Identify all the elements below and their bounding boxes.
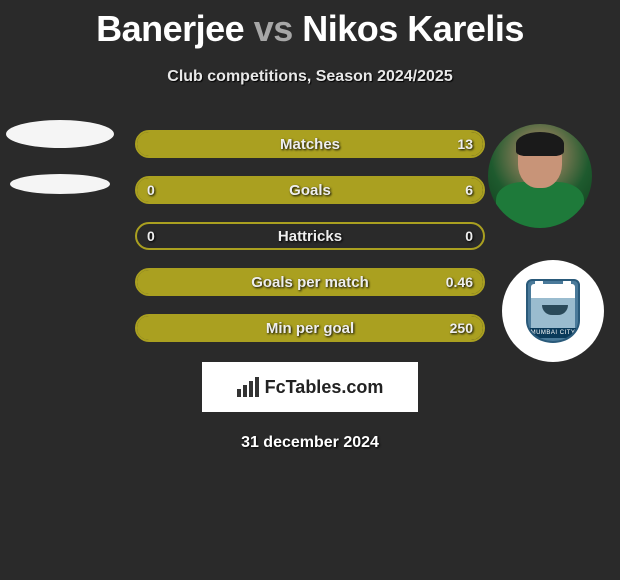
player2-club-badge: MUMBAI CITY xyxy=(502,260,604,362)
stat-row: Min per goal 250 xyxy=(135,314,485,342)
player2-avatar xyxy=(488,124,592,228)
page-title: Banerjee vs Nikos Karelis xyxy=(0,8,620,50)
stat-value-left: 0 xyxy=(147,182,155,198)
stat-label: Min per goal xyxy=(266,320,354,337)
stat-row: Goals per match 0.46 xyxy=(135,268,485,296)
stat-value-right: 250 xyxy=(450,320,473,336)
avatar-shirt xyxy=(496,182,584,228)
stat-label: Goals per match xyxy=(251,274,369,291)
placeholder-shape xyxy=(10,174,110,194)
player1-name: Banerjee xyxy=(96,8,244,49)
stat-row: Matches 13 xyxy=(135,130,485,158)
player1-avatar-placeholder xyxy=(6,120,114,194)
stat-row: Hattricks 0 0 xyxy=(135,222,485,250)
date-label: 31 december 2024 xyxy=(0,434,620,452)
subtitle: Club competitions, Season 2024/2025 xyxy=(0,68,620,86)
stat-row: Goals 0 6 xyxy=(135,176,485,204)
player2-name: Nikos Karelis xyxy=(302,8,524,49)
stats-list: Matches 13 Goals 0 6 Hattricks 0 0 Goals per mat… xyxy=(135,130,485,342)
club-badge-icon: MUMBAI CITY xyxy=(526,279,580,343)
vs-label: vs xyxy=(254,8,293,49)
stat-value-left: 0 xyxy=(147,228,155,244)
bar-chart-icon xyxy=(237,377,259,397)
avatar-hair xyxy=(516,132,564,156)
stat-value-right: 0 xyxy=(465,228,473,244)
stat-label: Goals xyxy=(289,182,331,199)
placeholder-shape xyxy=(6,120,114,148)
brand-box[interactable]: FcTables.com xyxy=(202,362,418,412)
club-band-text: MUMBAI CITY xyxy=(528,328,578,338)
stat-label: Matches xyxy=(280,136,340,153)
comparison-card: Banerjee vs Nikos Karelis Club competiti… xyxy=(0,0,620,452)
stat-value-right: 13 xyxy=(457,136,473,152)
stat-value-right: 0.46 xyxy=(446,274,473,290)
stat-label: Hattricks xyxy=(278,228,342,245)
stat-value-right: 6 xyxy=(465,182,473,198)
brand-text: FcTables.com xyxy=(265,377,384,398)
